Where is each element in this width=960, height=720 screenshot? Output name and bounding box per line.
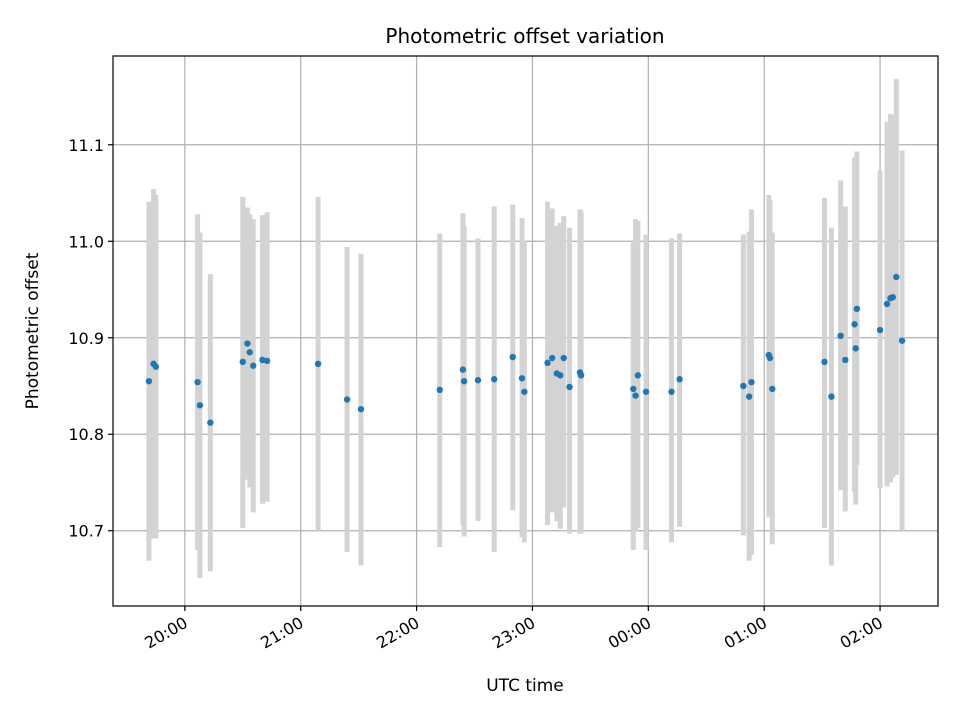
data-point [314, 360, 322, 368]
y-tick-label: 10.9 [68, 329, 104, 348]
y-tick-label: 11.0 [68, 232, 104, 251]
data-point [893, 273, 900, 281]
data-point [876, 326, 884, 334]
data-point [634, 372, 642, 379]
data-point [821, 358, 828, 366]
data-point [577, 372, 585, 379]
data-point [194, 378, 201, 386]
data-point [883, 300, 891, 308]
data-point [842, 356, 849, 364]
data-point [152, 363, 160, 370]
data-point [207, 419, 214, 426]
data-point [244, 340, 251, 347]
data-point [263, 357, 271, 365]
data-point [745, 393, 753, 400]
data-point [460, 377, 468, 385]
data-point [828, 393, 835, 400]
data-point [632, 392, 639, 399]
data-point [766, 354, 774, 362]
data-point [343, 396, 351, 403]
data-point [544, 359, 551, 367]
data-point [196, 402, 204, 409]
y-tick-label: 10.7 [68, 522, 104, 541]
data-point [246, 349, 253, 356]
data-point [837, 332, 844, 340]
data-point [557, 372, 564, 379]
x-axis-label: UTC time [486, 676, 564, 696]
point-layer [145, 273, 906, 426]
data-point [357, 405, 365, 413]
data-point [748, 378, 755, 386]
data-point [250, 362, 257, 369]
data-point [740, 382, 747, 390]
data-point [676, 376, 683, 383]
data-point [521, 388, 528, 395]
data-point [145, 377, 153, 385]
data-point [560, 354, 567, 362]
y-tick-label: 10.8 [68, 425, 104, 444]
data-point [668, 388, 675, 395]
data-point [566, 383, 573, 391]
data-point [642, 388, 650, 395]
y-axis-label: Photometric offset [23, 252, 43, 409]
data-point [853, 305, 861, 313]
data-point [518, 375, 526, 382]
data-point [630, 385, 637, 393]
plot-frame [112, 55, 939, 607]
data-point [852, 345, 859, 352]
data-point [239, 358, 246, 366]
chart-title: Photometric offset variation [385, 24, 664, 48]
data-point [509, 353, 516, 361]
data-point [474, 377, 482, 384]
data-point [898, 337, 906, 344]
y-tick-label: 11.1 [68, 136, 104, 155]
data-point [548, 354, 556, 362]
data-point [889, 294, 897, 301]
data-point [491, 376, 498, 383]
data-point [459, 366, 467, 373]
data-point [769, 385, 776, 393]
data-point [436, 386, 443, 394]
data-point [851, 321, 858, 328]
